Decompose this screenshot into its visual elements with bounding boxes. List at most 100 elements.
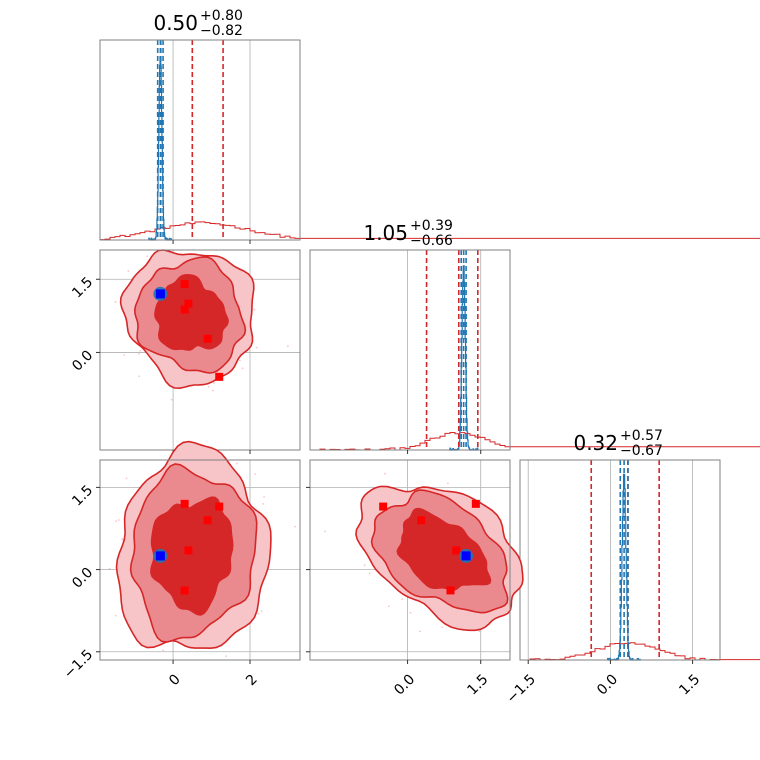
sample-point [170, 398, 173, 401]
sample-point [384, 472, 386, 475]
sample-point [255, 346, 258, 349]
sample-point [294, 525, 296, 528]
title-lower-error: −0.66 [410, 233, 453, 249]
y-tick-label: 0.0 [69, 347, 96, 374]
marker-point [446, 586, 455, 595]
title-upper-error: +0.39 [410, 218, 453, 234]
marker-point [180, 586, 189, 595]
titles: 0.50 +0.80−0.821.05 +0.39−0.660.32 +0.57−0.… [153, 8, 662, 459]
marker-point [215, 372, 224, 381]
panel-frame [309, 249, 511, 451]
title-lower-error: −0.82 [200, 23, 243, 39]
sample-point [287, 345, 289, 348]
marker-point [203, 334, 212, 343]
sample-point [162, 649, 164, 652]
y-tick-label: 0.0 [69, 565, 96, 592]
sample-point [263, 496, 265, 498]
panel-1-1 [309, 249, 760, 454]
sample-point [260, 610, 263, 612]
sample-point [419, 630, 421, 633]
title-lower-error: −0.67 [620, 443, 663, 459]
title-upper-error: +0.80 [200, 8, 243, 24]
sample-point [236, 462, 238, 465]
panel-title-1: 1.05 +0.39−0.66 [363, 218, 453, 249]
panel-frame [99, 39, 301, 241]
panel-title-0: 0.50 +0.80−0.82 [153, 8, 242, 39]
sample-point [257, 612, 260, 615]
y-tick-label: 1.5 [69, 274, 96, 301]
sample-point [146, 255, 149, 258]
sample-point [139, 349, 142, 352]
x-tick-label: 1.5 [464, 671, 491, 698]
marker-point [379, 502, 388, 511]
x-tick-label: 0.0 [391, 671, 418, 698]
panel-2-0 [96, 440, 301, 664]
posterior-histogram [310, 431, 760, 451]
title-value: 0.50 [153, 11, 198, 35]
panel-0-0 [99, 39, 760, 244]
y-tick-label: −1.5 [61, 647, 96, 682]
sample-point [117, 519, 120, 521]
panel-title-2: 0.32 +0.57−0.67 [573, 428, 662, 459]
sample-point [114, 301, 117, 303]
sample-point [478, 630, 481, 633]
marker-point [417, 516, 426, 525]
sample-point [253, 308, 256, 311]
sample-point [225, 655, 228, 657]
y-tick-label: 1.5 [69, 482, 96, 509]
sample-point [213, 382, 215, 384]
sample-point [401, 598, 404, 600]
sample-point [239, 359, 241, 362]
title-value: 0.32 [573, 431, 618, 455]
panel-2-2 [519, 459, 760, 664]
sample-point [123, 354, 126, 356]
sample-point [212, 389, 214, 392]
marker-point [184, 546, 193, 555]
panel-1-0 [96, 249, 301, 454]
sample-point [207, 386, 210, 388]
sample-point [363, 564, 366, 567]
marker-point [180, 280, 189, 289]
posterior-contour [396, 507, 492, 591]
sample-point [125, 477, 128, 480]
sample-point [114, 614, 117, 617]
sample-point [441, 626, 444, 628]
truth-marker [461, 551, 471, 561]
sample-point [138, 352, 140, 355]
marker-point [471, 499, 480, 508]
sample-point [115, 520, 118, 522]
x-tick-label: 2 [243, 671, 261, 689]
marker-point [180, 499, 189, 508]
x-tick-label: −1.5 [504, 671, 539, 706]
posterior-histogram [520, 642, 760, 661]
sample-point [241, 367, 244, 370]
marker-point [452, 546, 461, 555]
sample-point [324, 530, 326, 533]
posterior-histogram [99, 221, 760, 241]
sample-point [368, 572, 371, 575]
sample-point [121, 538, 123, 540]
sample-point [108, 567, 111, 570]
marker-point [180, 305, 189, 314]
panels: 0 2 0.0 1.5 −1.5 0.0 1.5 0.0 1.5 −1.5 0.0 1.5 [61, 39, 760, 707]
marker-point [184, 299, 193, 308]
truth-marker [155, 551, 165, 561]
sample-point [127, 270, 130, 272]
sample-point [138, 375, 141, 378]
sample-point [409, 611, 412, 614]
panel-frame [309, 459, 511, 661]
panel-2-1 [306, 459, 524, 664]
truth-marker [155, 289, 165, 299]
x-tick-label: 1.5 [676, 671, 703, 698]
marker-point [203, 516, 212, 525]
sample-point [387, 605, 390, 608]
posterior-contour [154, 273, 229, 351]
marker-point [215, 502, 224, 511]
sample-point [254, 473, 257, 475]
x-tick-label: 0.0 [594, 671, 621, 698]
title-value: 1.05 [363, 221, 408, 245]
sample-point [262, 503, 264, 505]
title-upper-error: +0.57 [620, 428, 663, 444]
x-tick-label: 0 [166, 671, 184, 689]
